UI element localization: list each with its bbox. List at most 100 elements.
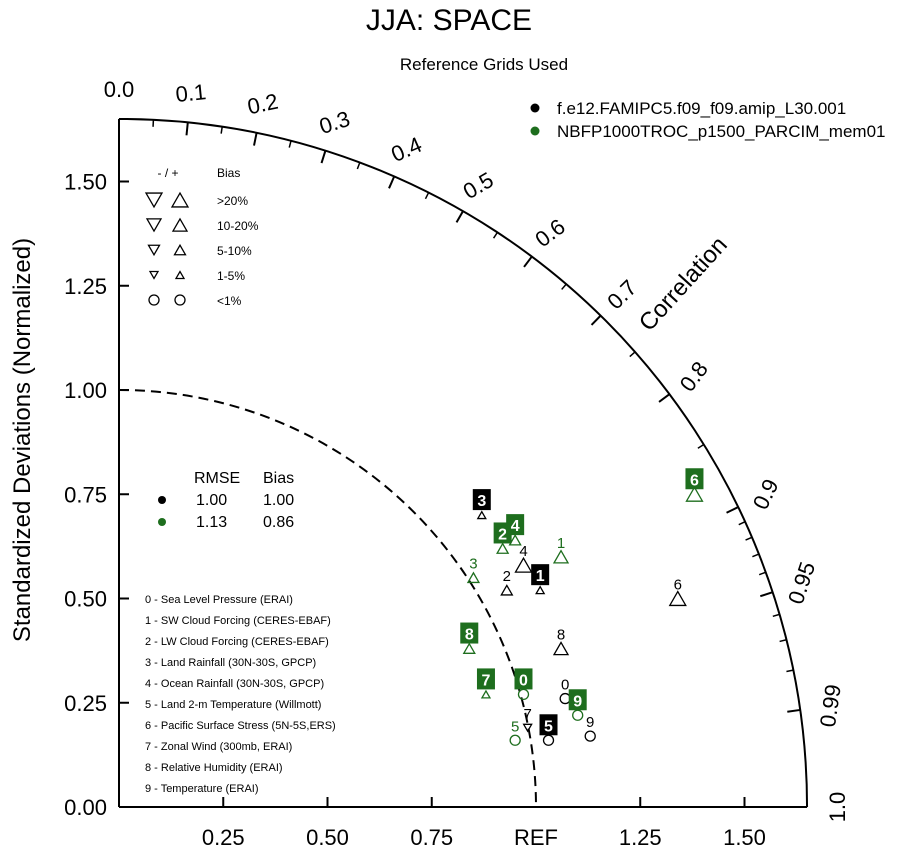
corr-tick-label: 0.3 [316,106,353,139]
variable-legend-item: 3 - Land Rainfall (30N-30S, GPCP) [145,657,316,669]
data-point-label: 5 [544,718,553,735]
stats-legend-bias: 0.86 [263,514,294,531]
corr-minor-tick [745,536,753,541]
corr-tick-label: 0.5 [459,167,498,204]
corr-minor-tick [492,231,499,239]
bias-legend-up-marker [170,191,190,208]
corr-minor-tick [752,553,760,558]
bias-legend-down-marker [144,192,164,209]
corr-tick-mark [658,393,671,403]
data-point-label: 3 [477,493,486,510]
data-point-label: 7 [523,706,531,723]
bias-legend-dir-header: - / + [157,166,178,180]
data-point-marker [476,510,487,520]
data-point-label: 1 [557,535,565,552]
bias-legend-up-marker [171,217,189,232]
variable-legend-item: 4 - Ocean Rainfall (30N-30S, GPCP) [145,678,324,690]
data-point-label: 2 [498,526,507,543]
series-legend-dot [530,126,540,136]
data-point-marker [572,709,584,721]
y-tick-label: 0.50 [64,587,107,612]
corr-minor-tick [779,639,787,643]
bias-legend-down-marker [147,244,161,257]
corr-minor-tick [424,192,430,200]
data-point-marker [462,642,476,654]
corr-minor-tick [220,126,223,134]
variable-legend-item: 1 - SW Cloud Forcing (CERES-EBAF) [145,615,331,627]
data-point-label: 0 [561,677,569,694]
data-point-label-box [476,668,495,690]
data-point-marker [668,590,687,607]
bias-legend-label: <1% [217,294,242,308]
data-point-marker [584,730,596,742]
corr-tick-label: 0.95 [783,559,820,607]
stats-legend-rmse-header: RMSE [194,470,240,487]
data-point-marker [500,584,514,596]
y-tick-label: 1.00 [64,378,107,403]
corr-tick-mark [253,132,258,146]
y-tick-label: 1.25 [64,274,107,299]
bias-legend-up-marker [174,294,186,306]
data-point-label-box [460,622,479,644]
corr-tick-mark [787,708,801,713]
bias-legend-label: 10-20% [217,219,259,233]
data-point-label: 4 [519,543,527,560]
corr-minor-tick [288,140,292,148]
y-axis-label: Standardized Deviations (Normalized) [9,238,36,642]
data-point-marker [559,692,571,705]
stats-legend-rmse: 1.13 [196,514,227,531]
data-point-label: 8 [465,627,474,644]
x-tick-label: 0.25 [202,825,245,850]
data-point-label: 6 [690,472,699,489]
variable-legend-item: 9 - Temperature (ERAI) [145,783,259,795]
data-point-marker [552,549,570,564]
bias-legend-label: 1-5% [217,269,245,283]
data-point-label-box [472,489,491,511]
correlation-label: Correlation [634,231,733,336]
data-point-label: 9 [586,714,594,731]
variable-legend-item: 2 - LW Cloud Forcing (CERES-EBAF) [145,636,329,648]
x-tick-label: 1.50 [723,825,766,850]
series-legend-label: f.e12.FAMIPC5.f09_f09.amip_L30.001 [557,99,846,118]
y-tick-label: 0.75 [64,482,107,507]
data-point-marker [552,641,570,656]
data-point-label: 6 [674,577,682,594]
corr-minor-tick [786,669,794,673]
corr-tick-label: 0.8 [675,357,713,396]
data-point-label-box [514,668,533,690]
data-point-marker [535,585,546,595]
stats-legend-bias-header: Bias [263,470,294,487]
data-point-label-box [539,714,558,736]
y-tick-label: 0.00 [64,795,107,820]
corr-minor-tick [738,521,746,526]
corr-tick-mark [320,150,327,164]
ref-label: REF [514,825,558,850]
corr-tick-mark [590,314,602,326]
x-tick-label: 0.75 [410,825,453,850]
data-point-label-box [531,564,550,586]
series-legend-label: NBFP1000TROC_p1500_PARCIM_mem01 [557,122,886,141]
corr-tick-mark [455,210,464,223]
corr-tick-mark [759,591,773,598]
y-tick-label: 0.25 [64,691,107,716]
bias-legend-up-marker [173,243,187,256]
corr-minor-tick [561,283,567,290]
data-point-label: 7 [482,672,491,689]
bias-legend-up-marker [174,270,186,280]
corr-tick-label: 0.1 [174,79,207,107]
corr-tick-label: 0.99 [815,683,846,729]
corr-tick-label: 0.2 [245,89,280,120]
bias-legend-label: >20% [217,194,248,208]
data-point-label: 3 [469,556,477,573]
corr-tick-mark [185,122,189,136]
corr-tick-label: 1.0 [825,792,850,823]
data-point-label: 4 [511,518,520,535]
data-point-label: 9 [573,693,582,710]
data-point-marker [542,734,555,746]
data-point-marker [496,542,510,554]
data-point-marker [509,734,521,746]
x-tick-label: 1.25 [619,825,662,850]
bias-legend-header: Bias [217,166,240,180]
corr-tick-label: 0.4 [387,132,425,167]
